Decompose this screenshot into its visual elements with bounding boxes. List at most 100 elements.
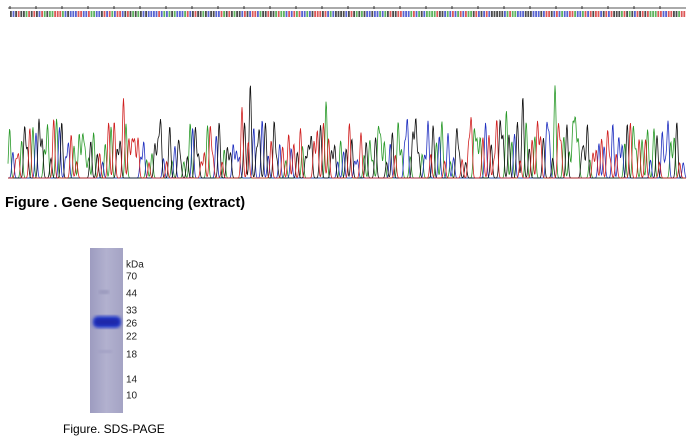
base-char <box>171 11 173 17</box>
base-char <box>108 11 111 17</box>
base-char <box>355 11 358 17</box>
marker-label: 10 <box>126 391 138 402</box>
base-char <box>584 11 587 17</box>
base-char <box>475 11 478 17</box>
base-char <box>345 11 348 17</box>
marker-label: 14 <box>126 375 138 386</box>
base-char <box>283 11 285 17</box>
base-char <box>69 11 72 17</box>
base-char <box>267 11 270 17</box>
base-char <box>465 11 467 17</box>
base-char <box>478 11 480 17</box>
base-char <box>452 11 454 17</box>
base-char <box>361 11 363 17</box>
base-char <box>366 11 368 17</box>
base-char <box>410 11 413 17</box>
base-char <box>530 11 532 17</box>
base-char <box>80 11 82 17</box>
base-char <box>540 11 543 17</box>
base-char <box>615 11 618 17</box>
base-char <box>457 11 459 17</box>
base-char <box>194 11 197 17</box>
base-char <box>641 11 644 17</box>
base-char <box>389 11 392 17</box>
base-char <box>46 11 49 17</box>
base-char <box>64 11 67 17</box>
base-char <box>322 11 324 17</box>
base-char <box>233 11 236 17</box>
base-char <box>82 11 85 17</box>
base-char <box>675 11 678 17</box>
base-char <box>535 11 537 17</box>
base-char <box>527 11 530 17</box>
base-char <box>121 11 124 17</box>
base-char <box>433 11 436 17</box>
base-char <box>498 11 501 17</box>
base-char <box>462 11 465 17</box>
base-char <box>543 11 545 17</box>
base-char <box>436 11 439 17</box>
base-char <box>272 11 275 17</box>
base-char <box>626 11 628 17</box>
base-char <box>548 11 550 17</box>
base-char <box>683 11 686 17</box>
base-char <box>353 11 355 17</box>
base-char <box>90 11 93 17</box>
base-char <box>168 11 171 17</box>
base-char <box>506 11 509 17</box>
base-char <box>418 11 420 17</box>
base-char <box>17 11 20 17</box>
base-char <box>137 11 140 17</box>
base-char <box>485 11 488 17</box>
marker-label: 33 <box>126 306 138 317</box>
base-char <box>397 11 400 17</box>
base-char <box>582 11 584 17</box>
base-char <box>127 11 129 17</box>
base-char <box>150 11 153 17</box>
base-char <box>36 11 38 17</box>
base-char <box>405 11 407 17</box>
base-char <box>337 11 340 17</box>
base-char <box>652 11 654 17</box>
base-char <box>678 11 680 17</box>
base-char <box>251 11 254 17</box>
base-char <box>145 11 147 17</box>
base-char <box>316 11 319 17</box>
base-char <box>459 11 462 17</box>
base-char <box>23 11 25 17</box>
base-char <box>605 11 608 17</box>
gel <box>90 248 123 413</box>
base-char <box>59 11 62 17</box>
base-char <box>106 11 108 17</box>
base-char <box>644 11 647 17</box>
base-char <box>111 11 114 17</box>
base-char <box>491 11 493 17</box>
base-char <box>657 11 660 17</box>
base-char <box>519 11 522 17</box>
base-char <box>592 11 595 17</box>
base-char <box>176 11 179 17</box>
base-char <box>241 11 244 17</box>
base-char <box>38 11 41 17</box>
base-char <box>628 11 631 17</box>
base-char <box>496 11 498 17</box>
base-char <box>163 11 166 17</box>
base-char <box>413 11 415 17</box>
gel-unit: kDa <box>126 260 144 271</box>
base-char <box>439 11 441 17</box>
base-char <box>673 11 675 17</box>
base-char <box>407 11 410 17</box>
base-char <box>571 11 574 17</box>
base-char <box>608 11 610 17</box>
base-char <box>472 11 475 17</box>
base-char <box>660 11 662 17</box>
base-char <box>350 11 353 17</box>
base-char <box>132 11 134 17</box>
base-char <box>600 11 602 17</box>
base-char <box>225 11 228 17</box>
base-char <box>449 11 452 17</box>
base-char <box>33 11 36 17</box>
base-char <box>649 11 652 17</box>
trace <box>7 85 686 179</box>
base-char <box>597 11 600 17</box>
